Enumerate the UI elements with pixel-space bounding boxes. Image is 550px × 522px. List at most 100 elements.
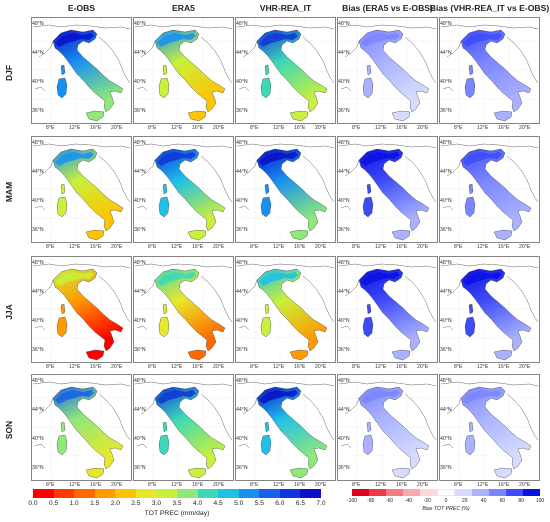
coastline [236,24,335,92]
lat-label: 40°N [32,79,44,85]
corsica-field [468,64,474,76]
colorbar-swatch [156,489,178,498]
alps-field [55,272,94,286]
lon-label: 16°E [498,244,510,250]
sardinia-field [56,77,68,99]
lon-label: 12°E [171,364,183,370]
alps-field [463,33,502,47]
column-title: ERA5 [172,3,195,13]
lat-label: 44°N [440,50,452,56]
coastline [134,263,233,331]
lon-label: 8°E [454,125,463,131]
corsica-field [366,421,372,433]
corsica-field [60,421,66,433]
colorbar-swatch [135,489,157,498]
lat-label: 40°N [440,79,452,85]
lon-label: 8°E [46,364,55,370]
sardinia-field [464,196,476,218]
colorbar-tick: 5.0 [234,500,244,507]
coastline [338,263,437,331]
lon-label: 20°E [111,125,123,131]
colorbar-swatch [437,489,456,496]
italy-field [52,148,124,232]
colorbar-tick: 3.5 [172,500,182,507]
map-panel: 48°N 44°N 40°N 36°N 8°E 12°E 16°E 20°E [337,256,438,374]
colorbar-swatch [522,489,541,496]
colorbar-swatch [386,489,404,496]
sicily-field [391,229,411,241]
colorbar-tick: 2.5 [131,500,141,507]
lon-label: 16°E [90,125,102,131]
sicily-field [493,229,513,241]
lat-label: 44°N [236,289,248,295]
lat-label: 48°N [236,140,248,146]
map-canvas [133,136,234,243]
italy-field [358,268,430,352]
lon-label: 20°E [111,364,123,370]
lat-label: 44°N [338,50,350,56]
lat-label: 48°N [338,378,350,384]
lat-label: 44°N [134,289,146,295]
lon-label: 16°E [396,364,408,370]
lon-label: 12°E [69,482,81,488]
lat-label: 36°N [236,347,248,353]
lat-label: 40°N [338,318,350,324]
colorbar-tick: -60 [385,498,394,504]
corsica-field [264,421,270,433]
sicily-field [289,349,309,361]
lon-label: 16°E [192,244,204,250]
coastline [338,381,437,449]
lat-label: 36°N [338,347,350,353]
corsica-field [162,421,168,433]
lon-label: 16°E [90,482,102,488]
lat-label: 44°N [440,169,452,175]
colorbar-tick: 6.5 [295,500,306,507]
colorbar-tick: 40 [480,498,487,504]
lon-label: 12°E [477,364,489,370]
lat-label: 36°N [338,108,350,114]
sicily-field [187,467,207,479]
alps-field [157,33,196,47]
map-canvas [337,17,438,124]
map-canvas [31,17,132,124]
lon-label: 8°E [454,364,463,370]
map-canvas [133,17,234,124]
lon-label: 20°E [111,482,123,488]
map-panel: 48°N 44°N 40°N 36°N 8°E 12°E 16°E 20°E [439,136,540,254]
lon-label: 16°E [294,125,306,131]
colorbar-tick: 4.5 [213,500,223,507]
lat-label: 48°N [338,260,350,266]
lon-label: 12°E [273,482,285,488]
italy-field [52,386,124,470]
sardinia-field [56,434,68,456]
coastline [236,143,335,211]
map-panel: 48°N 44°N 40°N 36°N 8°E 12°E 16°E 20°E [31,17,132,135]
map-canvas [133,374,234,481]
map-panel: 48°N 44°N 40°N 36°N 8°E 12°E 16°E 20°E [31,256,132,374]
lat-label: 48°N [440,260,452,266]
lon-label: 16°E [294,364,306,370]
colorbar-swatch [505,489,524,496]
lon-label: 20°E [315,364,327,370]
lon-label: 16°E [396,244,408,250]
lat-label: 36°N [236,108,248,114]
lon-label: 16°E [294,482,306,488]
lat-label: 44°N [134,407,146,413]
lat-label: 44°N [440,407,452,413]
corsica-field [468,183,474,195]
lat-label: 40°N [134,436,146,442]
sicily-field [493,349,513,361]
map-canvas [235,374,336,481]
sardinia-field [362,316,374,338]
lon-label: 20°E [417,244,429,250]
lat-label: 36°N [134,347,146,353]
colorbar-swatch [279,489,301,498]
lat-label: 48°N [134,260,146,266]
lon-label: 20°E [213,244,225,250]
italy-field [154,29,226,113]
lat-label: 40°N [236,79,248,85]
map-panel: 48°N 44°N 40°N 36°N 8°E 12°E 16°E 20°E [133,256,234,374]
colorbar-swatch [218,489,240,498]
map-panel: 48°N 44°N 40°N 36°N 8°E 12°E 16°E 20°E [235,17,336,135]
lat-label: 44°N [236,407,248,413]
